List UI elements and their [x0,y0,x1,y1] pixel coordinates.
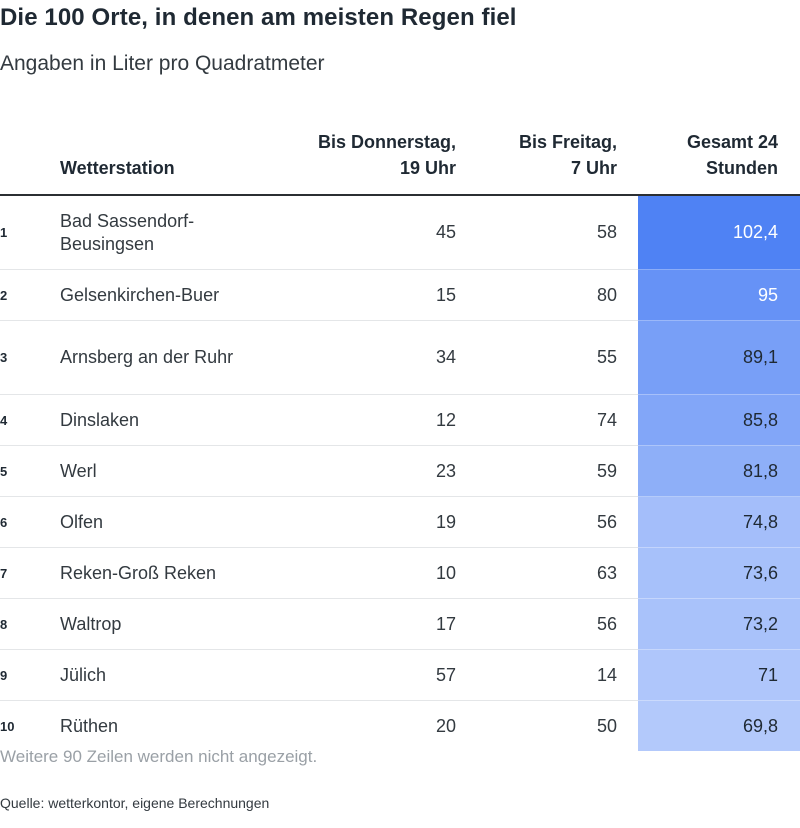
row-total-value: 95 [638,269,800,321]
table-row: 2 Gelsenkirchen-Buer 15 80 95 [0,269,800,321]
row-friday-value: 58 [460,195,638,270]
header-thursday[interactable]: Bis Donnerstag, 19 Uhr [260,108,460,196]
table-row: 6 Olfen 19 56 74,8 [0,496,800,548]
table-row: 3 Arnsberg an der Ruhr 34 55 89,1 [0,320,800,395]
row-total-value: 74,8 [638,496,800,548]
row-friday-value: 14 [460,649,638,701]
header-total[interactable]: Gesamt 24 Stunden [638,108,800,196]
row-station: Olfen [60,496,260,548]
row-station: Reken-Groß Reken [60,547,260,599]
header-thursday-label: Bis Donnerstag, 19 Uhr [317,132,456,178]
row-thursday-value: 45 [260,195,460,270]
row-total-value: 85,8 [638,394,800,446]
table-row: 1 Bad Sassendorf-Beusingsen 45 58 102,4 [0,195,800,270]
header-friday[interactable]: Bis Freitag, 7 Uhr [460,108,638,196]
header-total-label: Gesamt 24 Stunden [686,132,778,178]
row-station: Werl [60,445,260,497]
row-rank: 5 [0,445,60,497]
row-rank: 8 [0,598,60,650]
table-row: 9 Jülich 57 14 71 [0,649,800,701]
row-thursday-value: 10 [260,547,460,599]
row-station: Arnsberg an der Ruhr [60,320,260,395]
row-thursday-value: 15 [260,269,460,321]
table-header-row: Wetterstation Bis Donnerstag, 19 Uhr Bis … [0,108,800,196]
row-station: Jülich [60,649,260,701]
row-total-value: 81,8 [638,445,800,497]
row-friday-value: 63 [460,547,638,599]
hidden-rows-note: Weitere 90 Zeilen werden nicht angezeigt… [0,747,318,766]
row-station: Gelsenkirchen-Buer [60,269,260,321]
table-row: 10 Rüthen 20 50 69,8 [0,700,800,751]
row-thursday-value: 20 [435,715,456,736]
row-total-value: 71 [638,649,800,701]
chart-title: Die 100 Orte, in denen am meisten Regen … [0,4,517,31]
row-total-value: 73,6 [638,547,800,599]
row-station: Bad Sassendorf-Beusingsen [60,195,260,270]
row-friday-value: 55 [460,320,638,395]
row-thursday-value: 19 [260,496,460,548]
row-friday-value: 74 [460,394,638,446]
row-station: Waltrop [60,598,260,650]
table-row: 5 Werl 23 59 81,8 [0,445,800,497]
table-body: 1 Bad Sassendorf-Beusingsen 45 58 102,4 2 Gels… [0,195,800,751]
table-row: 7 Reken-Groß Reken 10 63 73,6 [0,547,800,599]
row-friday-value: 80 [460,269,638,321]
row-rank: 6 [0,496,60,548]
header-friday-label: Bis Freitag, 7 Uhr [518,132,617,178]
row-total-value: 73,2 [638,598,800,650]
row-thursday-value: 17 [260,598,460,650]
row-total-value: 69,8 [638,700,800,751]
row-total-value: 89,1 [638,320,800,395]
row-rank: 3 [0,320,60,395]
row-friday-value: 56 [460,598,638,650]
row-rank: 2 [0,269,60,321]
header-rank [0,108,60,196]
row-station: Dinslaken [60,394,260,446]
row-friday-value: 56 [460,496,638,548]
table-row: 8 Waltrop 17 56 73,2 [0,598,800,650]
rain-table: Wetterstation Bis Donnerstag, 19 Uhr Bis … [0,108,800,751]
header-station[interactable]: Wetterstation [60,108,260,196]
row-rank: 10 [0,718,15,734]
row-station: Rüthen [60,715,119,736]
row-rank: 7 [0,547,60,599]
row-rank: 4 [0,394,60,446]
row-friday-value: 50 [596,715,617,736]
row-friday-value: 59 [460,445,638,497]
row-rank: 1 [0,195,60,270]
chart-subtitle: Angaben in Liter pro Quadratmeter [0,52,325,75]
table-row: 4 Dinslaken 12 74 85,8 [0,394,800,446]
row-thursday-value: 12 [260,394,460,446]
row-total-value: 102,4 [638,195,800,270]
row-rank: 9 [0,649,60,701]
row-thursday-value: 23 [260,445,460,497]
row-thursday-value: 34 [260,320,460,395]
row-thursday-value: 57 [260,649,460,701]
source-note: Quelle: wetterkontor, eigene Berechnunge… [0,795,270,811]
